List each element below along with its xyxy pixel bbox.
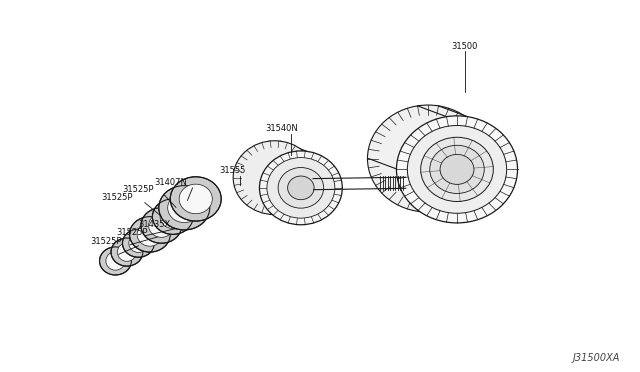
Ellipse shape bbox=[111, 238, 143, 266]
Ellipse shape bbox=[122, 229, 154, 257]
Ellipse shape bbox=[259, 151, 342, 225]
Ellipse shape bbox=[152, 199, 193, 234]
Ellipse shape bbox=[420, 137, 493, 202]
Ellipse shape bbox=[233, 141, 316, 215]
Ellipse shape bbox=[160, 205, 186, 228]
Ellipse shape bbox=[179, 184, 212, 214]
Ellipse shape bbox=[100, 247, 131, 275]
Ellipse shape bbox=[129, 217, 170, 252]
Ellipse shape bbox=[141, 208, 182, 243]
Ellipse shape bbox=[287, 176, 314, 200]
Text: 31540N: 31540N bbox=[266, 124, 298, 133]
Ellipse shape bbox=[396, 116, 518, 223]
Ellipse shape bbox=[148, 214, 174, 237]
Text: 31435X: 31435X bbox=[138, 219, 170, 229]
Ellipse shape bbox=[267, 158, 335, 218]
Ellipse shape bbox=[440, 154, 474, 185]
Ellipse shape bbox=[278, 167, 324, 208]
Text: 31525P: 31525P bbox=[123, 185, 154, 194]
Text: 31525P: 31525P bbox=[102, 193, 133, 202]
Ellipse shape bbox=[159, 186, 210, 230]
Ellipse shape bbox=[168, 193, 201, 222]
Ellipse shape bbox=[129, 234, 148, 253]
Text: 31555: 31555 bbox=[219, 166, 245, 175]
Ellipse shape bbox=[430, 145, 484, 193]
Ellipse shape bbox=[408, 125, 507, 213]
Text: J31500XA: J31500XA bbox=[572, 353, 620, 363]
Ellipse shape bbox=[117, 243, 136, 261]
Text: 31525P: 31525P bbox=[116, 228, 148, 237]
Ellipse shape bbox=[106, 252, 125, 270]
Ellipse shape bbox=[367, 105, 488, 212]
Text: 31407N: 31407N bbox=[154, 178, 187, 187]
Ellipse shape bbox=[137, 222, 163, 246]
Ellipse shape bbox=[170, 177, 221, 221]
Text: 31525P: 31525P bbox=[91, 237, 122, 246]
Text: 31500: 31500 bbox=[451, 42, 477, 51]
